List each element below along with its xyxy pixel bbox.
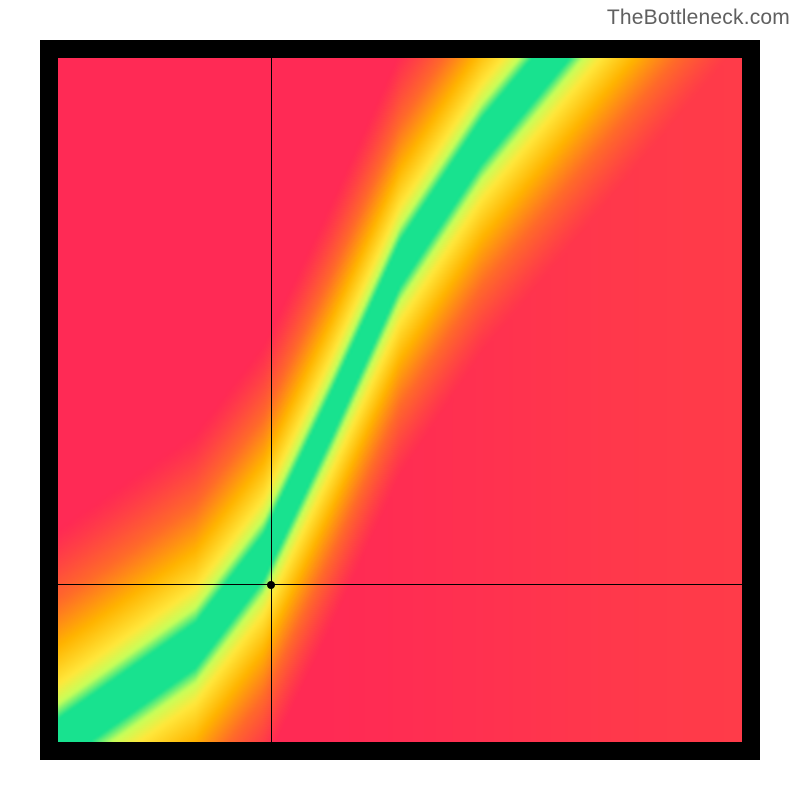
stage: TheBottleneck.com <box>0 0 800 800</box>
crosshair-vertical <box>271 58 272 742</box>
watermark-text: TheBottleneck.com <box>607 6 790 30</box>
chart-plot-area <box>58 58 742 742</box>
heatmap-canvas <box>58 58 742 742</box>
crosshair-horizontal <box>58 584 742 585</box>
crosshair-marker <box>267 581 275 589</box>
chart-outer-frame <box>40 40 760 760</box>
